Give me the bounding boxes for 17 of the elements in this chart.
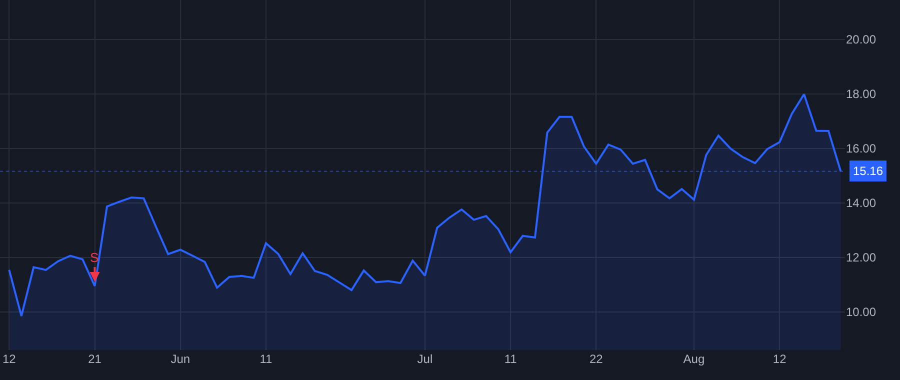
y-tick-label: 12.00 bbox=[846, 250, 876, 265]
x-tick-label: 21 bbox=[88, 352, 102, 366]
x-tick-label: 12 bbox=[2, 352, 16, 366]
x-tick-label: 11 bbox=[504, 352, 518, 366]
x-tick-label: Aug bbox=[683, 352, 705, 366]
y-tick-label: 18.00 bbox=[846, 87, 876, 102]
x-tick-label: 11 bbox=[260, 352, 273, 366]
x-tick-label: Jul bbox=[417, 352, 433, 366]
y-tick-label: 10.00 bbox=[846, 305, 876, 320]
x-tick-label: Jun bbox=[170, 352, 190, 366]
y-tick-label: 16.00 bbox=[846, 142, 876, 156]
y-tick-label: 14.00 bbox=[846, 196, 876, 210]
y-tick-label: 20.00 bbox=[846, 32, 876, 47]
ref-line-label: 15.16 bbox=[853, 164, 884, 178]
x-tick-label: 12 bbox=[772, 352, 787, 366]
annotation: S bbox=[90, 250, 99, 265]
x-tick-label: 22 bbox=[589, 352, 604, 366]
